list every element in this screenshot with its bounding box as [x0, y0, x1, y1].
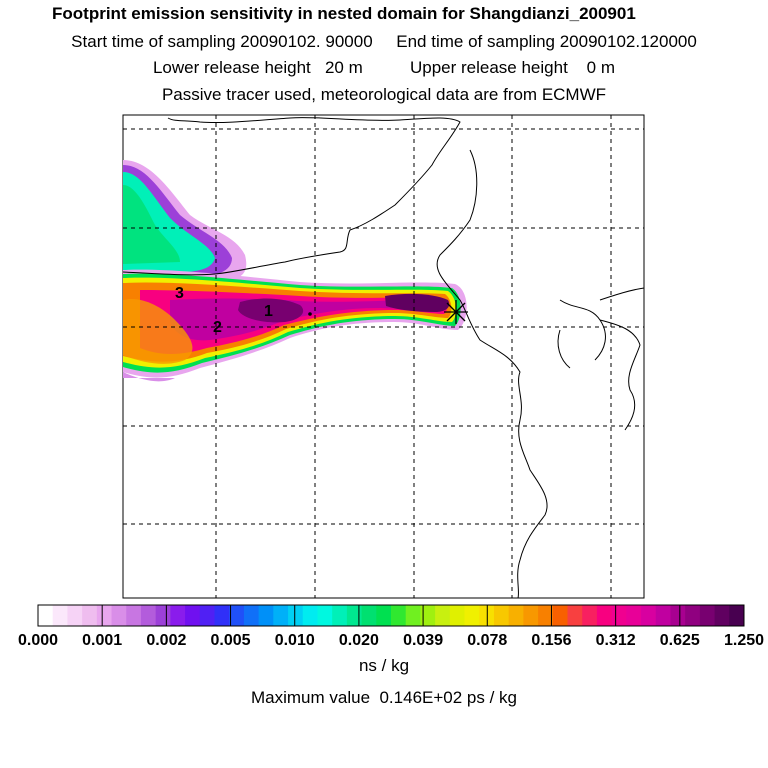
colorbar-tick-label: 0.001: [82, 632, 122, 649]
colorbar-swatch: [185, 605, 201, 626]
point-label-3: 3: [175, 285, 184, 302]
colorbar-frame: [37, 604, 745, 627]
colorbar-swatch: [214, 605, 230, 626]
colorbar-swatch: [552, 605, 568, 626]
colorbar-swatch: [508, 605, 524, 626]
coastline-lines: [123, 117, 644, 598]
colorbar-swatch: [229, 605, 245, 626]
colorbar-swatch: [52, 605, 68, 626]
colorbar-tick-label: 0.000: [18, 632, 58, 649]
colorbar-swatch: [111, 605, 127, 626]
colorbar-tick-label: 0.010: [275, 632, 315, 649]
colorbar-tick-label: 0.625: [660, 632, 700, 649]
colorbar-swatch: [67, 605, 83, 626]
colorbar-swatch: [464, 605, 480, 626]
colorbar-swatch: [155, 605, 171, 626]
colorbar-swatch: [140, 605, 157, 626]
colorbar-swatch: [258, 605, 274, 626]
colorbar-tick-label: 0.002: [146, 632, 186, 649]
colorbar-swatch: [346, 605, 363, 626]
maximum-value-text: Maximum value 0.146E+02 ps / kg: [251, 688, 517, 707]
colorbar-swatch: [523, 605, 539, 626]
tracer-line: Passive tracer used, meteorological data…: [161, 85, 607, 104]
colorbar-swatch: [435, 605, 451, 626]
colorbar-swatch: [641, 605, 657, 626]
colorbar-tick-label: 0.039: [403, 632, 443, 649]
colorbar-tick-labels: 0.000 0.001 0.002 0.005 0.010 0.020 0.039 0.078…: [18, 632, 764, 649]
colorbar-swatch: [699, 605, 716, 626]
colorbar-swatch: [302, 605, 318, 626]
colorbar: [37, 604, 745, 627]
sampling-time-line: Start time of sampling 20090102. 90000 E…: [71, 32, 697, 51]
colorbar-swatch: [449, 605, 466, 626]
colorbar-swatch: [670, 605, 686, 626]
plot-title: Footprint emission sensitivity in nested…: [52, 4, 636, 23]
colorbar-swatch: [288, 605, 304, 626]
colorbar-swatch: [596, 605, 613, 626]
colorbar-swatch: [332, 605, 348, 626]
colorbar-swatch: [685, 605, 701, 626]
map-gridlines: [123, 115, 644, 598]
colorbar-tick-label: 0.020: [339, 632, 379, 649]
colorbar-swatch: [582, 605, 598, 626]
colorbar-swatch: [405, 605, 421, 626]
colorbar-swatch: [567, 605, 583, 626]
colorbar-swatch: [317, 605, 333, 626]
colorbar-units: ns / kg: [358, 656, 410, 675]
colorbar-swatch: [273, 605, 289, 626]
colorbar-swatch: [243, 605, 260, 626]
colorbar-swatch: [493, 605, 510, 626]
colorbar-swatch: [82, 605, 98, 626]
colorbar-swatch: [655, 605, 671, 626]
colorbar-tick-label: 0.005: [211, 632, 251, 649]
center-dot: [308, 312, 312, 316]
colorbar-swatch: [38, 605, 54, 626]
colorbar-swatch: [538, 605, 554, 626]
colorbar-swatch: [199, 605, 215, 626]
colorbar-swatch: [626, 605, 642, 626]
point-label-2: 2: [213, 319, 222, 336]
colorbar-tick-label: 0.078: [467, 632, 507, 649]
point-label-1: 1: [264, 303, 273, 320]
colorbar-swatch: [714, 605, 730, 626]
colorbar-swatch: [729, 605, 745, 626]
colorbar-swatch: [361, 605, 377, 626]
release-height-line: Lower release height 20 m Upper release …: [152, 58, 616, 77]
colorbar-swatch: [126, 605, 142, 626]
colorbar-swatch: [170, 605, 186, 626]
receptor-star-icon: [444, 300, 468, 324]
colorbar-swatch: [376, 605, 392, 626]
colorbar-swatch: [420, 605, 436, 626]
colorbar-swatch: [391, 605, 407, 626]
colorbar-tick-label: 0.156: [531, 632, 571, 649]
colorbar-tick-label: 0.312: [596, 632, 636, 649]
colorbar-tick-label: 1.250: [724, 632, 764, 649]
colorbar-swatch: [96, 605, 113, 626]
footprint-plume: 1 2 3: [123, 115, 644, 598]
colorbar-swatch: [611, 605, 627, 626]
